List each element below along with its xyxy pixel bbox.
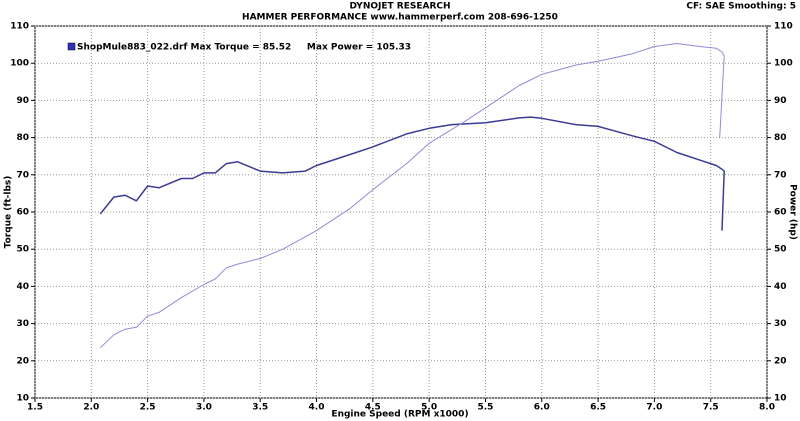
y2-tick-label: 70 [774,170,787,180]
x-tick-label: 7.5 [703,403,719,413]
y-tick-label: 60 [16,208,29,218]
x-tick-label: 2.0 [83,403,99,413]
series-line [99,116,725,231]
x-axis-title: Engine Speed (RPM x1000) [331,410,468,420]
x-tick-label: 5.0 [421,403,437,413]
y2-tick-label: 20 [774,356,787,366]
y2-axis-title: Power (hp) [788,184,798,240]
legend-text: ShopMule883_022.drf Max Torque = 85.52 M… [77,43,411,53]
x-tick-label: 6.0 [534,403,550,413]
corner-note: CF: SAE Smoothing: 5 [686,2,796,12]
chart-subtitle: HAMMER PERFORMANCE www.hammerperf.com 20… [242,13,558,23]
y2-tick-label: 90 [774,96,787,106]
y2-tick-label: 60 [774,208,787,218]
x-tick-label: 4.0 [309,403,325,413]
y-axis-title: Torque (ft-lbs) [4,176,14,249]
y-tick-label: 100 [10,59,29,69]
y2-tick-label: 30 [774,319,787,329]
y-tick-label: 70 [16,170,29,180]
y2-tick-label: 50 [774,245,787,255]
y-tick-label: 10 [16,394,29,404]
chart-title: DYNOJET RESEARCH [349,2,450,12]
x-tick-label: 3.5 [252,403,268,413]
y-tick-label: 30 [16,319,29,329]
y-tick-label: 50 [16,245,29,255]
y-tick-label: 20 [16,356,29,366]
x-tick-label: 4.5 [365,403,381,413]
series-line [99,43,725,349]
y2-tick-label: 10 [774,394,787,404]
x-tick-label: 5.5 [477,403,493,413]
y2-tick-label: 110 [774,22,793,32]
y-tick-label: 110 [10,22,29,32]
y2-tick-label: 40 [774,282,787,292]
legend-swatch [67,42,76,51]
x-tick-label: 2.5 [140,403,156,413]
x-tick-label: 8.0 [759,403,775,413]
x-tick-label: 1.5 [27,403,43,413]
x-tick-label: 3.0 [196,403,212,413]
y-tick-label: 40 [16,282,29,292]
y-tick-label: 80 [16,133,29,143]
x-tick-label: 7.0 [646,403,662,413]
y2-tick-label: 80 [774,133,787,143]
x-tick-label: 6.5 [590,403,606,413]
y2-tick-label: 100 [774,59,793,69]
y-tick-label: 90 [16,96,29,106]
